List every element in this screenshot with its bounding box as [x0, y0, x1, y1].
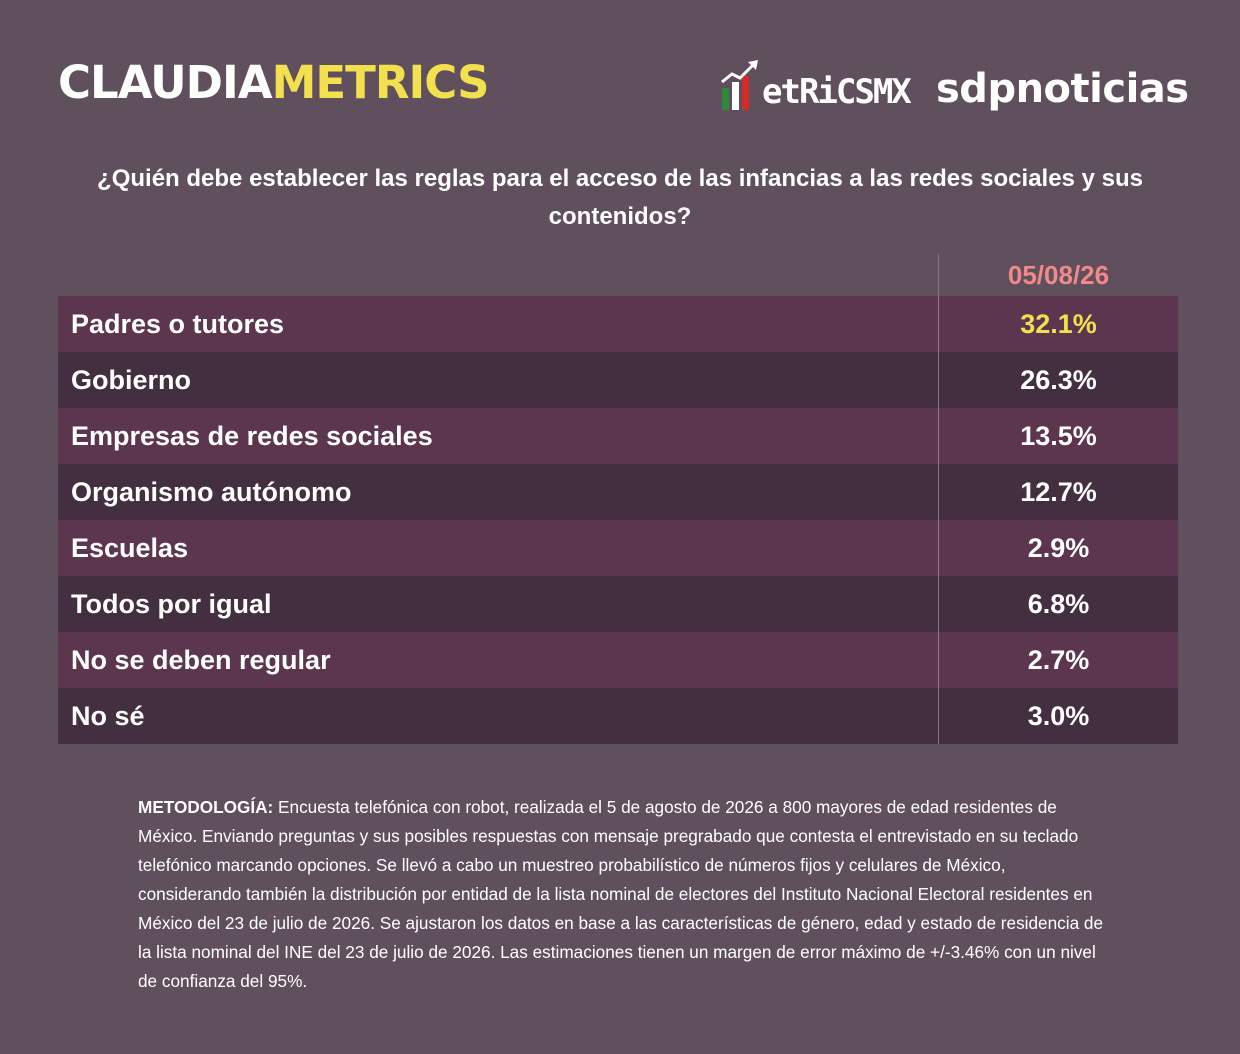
sdpnoticias-logo: sdpnoticias [936, 66, 1189, 112]
claudiametrics-logo: CLAUDIAMETRICS [58, 58, 489, 108]
table-row: Todos por igual 6.8% [58, 576, 1178, 632]
row-label: No se deben regular [71, 645, 331, 675]
results-table: 05/08/26 Padres o tutores 32.1% Gobierno 26… [58, 254, 1178, 744]
row-value: 3.0% [938, 688, 1178, 744]
methodology-text: Encuesta telefónica con robot, realizada… [138, 797, 1104, 991]
table-row: Empresas de redes sociales 13.5% [58, 408, 1178, 464]
row-label: Empresas de redes sociales [71, 421, 433, 451]
row-value: 6.8% [938, 576, 1178, 632]
methodology-note: METODOLOGÍA: Encuesta telefónica con rob… [138, 793, 1108, 996]
row-label: Todos por igual [71, 589, 272, 619]
row-label: No sé [71, 701, 145, 731]
table-row: Organismo autónomo 12.7% [58, 464, 1178, 520]
table-row: Gobierno 26.3% [58, 352, 1178, 408]
row-value: 32.1% [938, 296, 1178, 352]
metricsmx-text: etRiCSMX [762, 72, 912, 112]
table-body: Padres o tutores 32.1% Gobierno 26.3% Empres… [58, 296, 1178, 744]
brand-part-2: METRICS [271, 56, 490, 109]
row-label: Padres o tutores [71, 309, 285, 339]
metricsmx-bars-icon [721, 60, 758, 110]
header: CLAUDIAMETRICS etRiCSMX sdpnoticias [0, 0, 1240, 140]
row-value: 13.5% [938, 408, 1178, 464]
row-value: 26.3% [938, 352, 1178, 408]
methodology-label: METODOLOGÍA: [138, 797, 274, 817]
metricsmx-logo: etRiCSMX [720, 60, 912, 112]
table-row: No sé 3.0% [58, 688, 1178, 744]
row-value: 2.7% [938, 632, 1178, 688]
row-label: Gobierno [71, 365, 191, 395]
row-value: 12.7% [938, 464, 1178, 520]
chart-title: ¿Quién debe establecer las reglas para e… [97, 165, 1143, 230]
table-row: No se deben regular 2.7% [58, 632, 1178, 688]
brand-part-1: CLAUDIA [58, 56, 273, 109]
row-value: 2.9% [938, 520, 1178, 576]
table-header-row: 05/08/26 [58, 254, 1178, 296]
date-column-header: 05/08/26 [938, 254, 1178, 296]
table-row: Padres o tutores 32.1% [58, 296, 1178, 352]
table-row: Escuelas 2.9% [58, 520, 1178, 576]
row-label: Organismo autónomo [71, 477, 352, 507]
row-label: Escuelas [71, 533, 189, 563]
